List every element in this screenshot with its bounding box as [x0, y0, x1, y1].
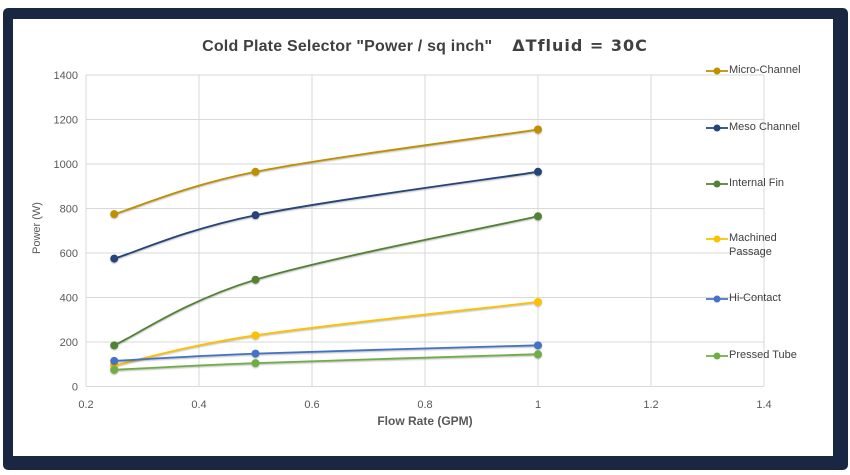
y-tick-label-600: 600 — [60, 248, 78, 260]
series-line-pressed-tube — [114, 353, 539, 371]
legend-item-meso-channel: Meso Channel — [706, 120, 809, 134]
data-point-machined-passage-1 — [534, 297, 542, 306]
y-tick-label-1000: 1000 — [54, 159, 78, 171]
y-tick-label-200: 200 — [60, 337, 78, 349]
legend-marker-hi-contact — [706, 295, 728, 303]
legend-item-micro-channel: Micro-Channel — [706, 63, 809, 77]
series-line-meso-channel — [114, 170, 539, 260]
series-line-micro-channel — [114, 128, 539, 215]
series-line-internal-fin — [113, 215, 539, 347]
data-point-pressed-tube-0.5 — [251, 359, 260, 368]
data-point-machined-passage-0.5 — [251, 331, 260, 340]
data-point-hi-contact-0.5 — [251, 349, 260, 358]
series-line-hi-contact — [114, 344, 539, 362]
legend-label-machined-passage: Machined Passage — [729, 232, 777, 258]
x-tick-label-1: 1 — [535, 399, 541, 411]
series-meso-channel — [110, 167, 542, 263]
x-tick-label-0.6: 0.6 — [304, 399, 319, 411]
data-point-meso-channel-0.5 — [251, 211, 260, 220]
legend: Micro-Channel Meso Channel Internal Fin Mac… — [706, 0, 826, 475]
series-internal-fin — [110, 212, 542, 350]
x-tick-label-0.4: 0.4 — [191, 399, 206, 411]
data-point-hi-contact-1 — [534, 341, 542, 350]
series-micro-channel — [110, 125, 542, 219]
x-axis-label: Flow Rate (GPM) — [377, 414, 473, 428]
x-tick-label-1.2: 1.2 — [643, 399, 658, 411]
y-tick-label-1200: 1200 — [54, 115, 78, 127]
data-point-pressed-tube-1 — [534, 350, 542, 359]
legend-item-machined-passage: Machined Passage — [706, 231, 809, 259]
data-point-internal-fin-0.25 — [110, 341, 119, 350]
data-point-meso-channel-1 — [534, 167, 542, 176]
data-point-micro-channel-1 — [534, 125, 542, 134]
legend-label-pressed-tube: Pressed Tube — [729, 349, 797, 361]
legend-item-pressed-tube: Pressed Tube — [706, 348, 809, 362]
legend-label-hi-contact: Hi-Contact — [729, 292, 781, 304]
chart-title: Cold Plate Selector "Power / sq inch" ΔTf… — [0, 36, 850, 56]
y-tick-label-800: 800 — [60, 204, 78, 216]
chart-title-main: Cold Plate Selector "Power / sq inch" — [202, 38, 493, 55]
x-tick-label-0.8: 0.8 — [417, 399, 432, 411]
legend-marker-internal-fin — [706, 180, 728, 188]
legend-label-micro-channel: Micro-Channel — [729, 64, 801, 76]
x-tick-label-0.2: 0.2 — [78, 399, 93, 411]
legend-label-internal-fin: Internal Fin — [729, 177, 785, 189]
legend-marker-micro-channel — [706, 67, 728, 75]
data-point-internal-fin-1 — [534, 212, 542, 221]
legend-marker-machined-passage — [706, 235, 728, 243]
series-pressed-tube — [110, 350, 542, 374]
data-point-pressed-tube-0.25 — [110, 365, 119, 374]
y-axis-label: Power (W) — [31, 202, 43, 254]
series-machined-passage — [110, 297, 542, 370]
data-point-micro-channel-0.5 — [251, 167, 260, 176]
legend-item-hi-contact: Hi-Contact — [706, 291, 809, 305]
chart-title-delta-t: ΔTfluid = 30C — [512, 36, 648, 55]
series-line-machined-passage — [114, 301, 539, 367]
y-tick-label-0: 0 — [72, 382, 78, 394]
legend-label-meso-channel: Meso Channel — [729, 121, 800, 133]
legend-item-internal-fin: Internal Fin — [706, 176, 809, 190]
data-point-internal-fin-0.5 — [251, 275, 260, 284]
legend-marker-meso-channel — [706, 124, 728, 132]
data-point-micro-channel-0.25 — [110, 210, 119, 219]
data-point-hi-contact-0.25 — [110, 356, 119, 365]
y-tick-label-1400: 1400 — [54, 70, 78, 82]
series-hi-contact — [110, 341, 542, 365]
y-tick-label-400: 400 — [60, 293, 78, 305]
legend-marker-pressed-tube — [706, 352, 728, 360]
data-point-meso-channel-0.25 — [110, 254, 119, 263]
x-tick-label-1.4: 1.4 — [756, 399, 771, 411]
